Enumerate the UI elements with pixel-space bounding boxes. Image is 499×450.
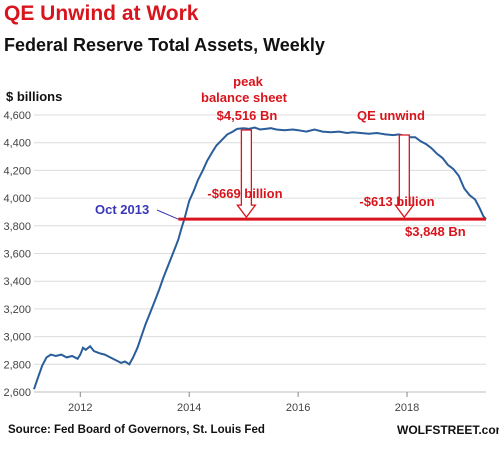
y-tick-label: 2,800 xyxy=(3,359,31,371)
y-tick-label: 3,000 xyxy=(3,332,31,344)
x-tick-label: 2012 xyxy=(68,402,92,414)
gridlines xyxy=(34,114,486,393)
x-tick-labels: 2012 2014 2016 2018 xyxy=(68,402,419,414)
y-tick-label: 4,600 xyxy=(3,110,31,122)
y-tick-label: 3,400 xyxy=(3,276,31,288)
y-tick-label: 3,200 xyxy=(3,304,31,316)
x-tick-label: 2016 xyxy=(286,402,310,414)
y-axis-label: $ billions xyxy=(6,89,63,104)
annotation-oct-2013: Oct 2013 xyxy=(95,202,149,217)
annotation-peak-value: $4,516 Bn xyxy=(217,108,278,123)
unwind-drop-arrow xyxy=(394,134,415,219)
oct-2013-connector xyxy=(156,209,179,220)
y-tick-label: 2,600 xyxy=(3,387,31,399)
x-tick-label: 2018 xyxy=(395,402,419,414)
x-tick-marks xyxy=(79,392,408,397)
annotation-arrows xyxy=(156,129,415,220)
annotation-balance-sheet: balance sheet xyxy=(201,90,288,105)
y-tick-label: 3,600 xyxy=(3,249,31,261)
y-tick-labels: 2,600 2,800 3,000 3,200 3,400 3,600 3,800 4,000… xyxy=(3,110,31,399)
y-tick-label: 4,000 xyxy=(3,193,31,205)
brand-logo-text: WOLFSTREET.com xyxy=(397,423,499,437)
series-line-total-assets xyxy=(33,126,487,390)
chart-subtitle: Federal Reserve Total Assets, Weekly xyxy=(4,35,325,55)
x-tick-label: 2014 xyxy=(177,402,201,414)
source-note: Source: Fed Board of Governors, St. Loui… xyxy=(8,424,265,436)
annotation-peak: peak xyxy=(233,74,263,89)
annotation-end-value: $3,848 Bn xyxy=(405,224,466,239)
chart-title: QE Unwind at Work xyxy=(4,2,199,25)
annotation-qe-unwind: QE unwind xyxy=(357,108,425,123)
peak-drop-arrow xyxy=(236,129,257,219)
y-tick-label: 3,800 xyxy=(3,221,31,233)
y-tick-label: 4,400 xyxy=(3,138,31,150)
y-tick-label: 4,200 xyxy=(3,165,31,177)
annotation-drop-2: -$613 billion xyxy=(359,194,434,209)
annotation-drop-1: -$669 billion xyxy=(207,186,282,201)
